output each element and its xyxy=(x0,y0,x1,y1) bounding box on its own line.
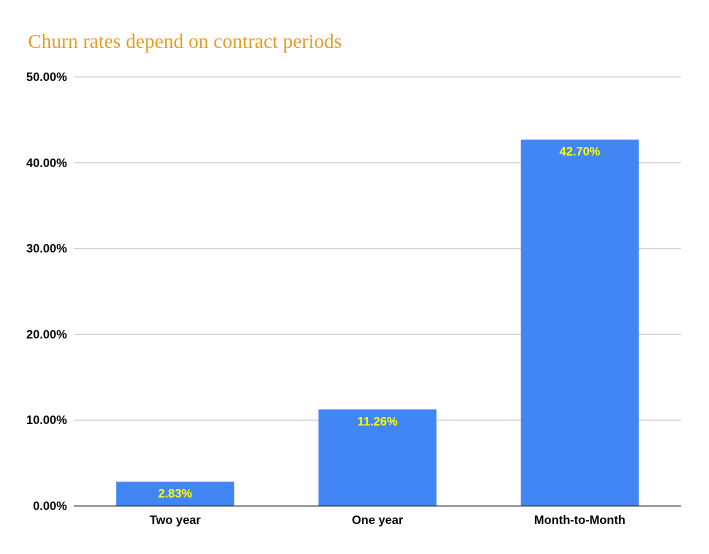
x-axis-category-labels: Two year One year Month-to-Month xyxy=(150,513,626,527)
y-tick-label: 0.00% xyxy=(33,499,67,513)
y-tick-label: 50.00% xyxy=(26,70,67,84)
y-tick-label: 10.00% xyxy=(26,413,67,427)
data-label: 2.83% xyxy=(158,487,192,501)
data-label: 11.26% xyxy=(357,414,397,428)
bar xyxy=(520,139,639,506)
x-category-label: Month-to-Month xyxy=(534,513,625,527)
data-labels: 2.83% 11.26% 42.70% xyxy=(158,145,600,501)
y-tick-label: 40.00% xyxy=(26,156,67,170)
bar xyxy=(116,481,235,506)
chart-title: Churn rates depend on contract periods xyxy=(28,31,342,53)
bars xyxy=(116,139,639,506)
bar xyxy=(318,409,437,506)
y-axis-tick-labels: 0.00% 10.00% 20.00% 30.00% 40.00% 50.00% xyxy=(26,70,67,513)
x-category-label: One year xyxy=(352,513,404,527)
y-tick-label: 20.00% xyxy=(26,327,67,341)
y-tick-label: 30.00% xyxy=(26,242,67,256)
data-label: 42.70% xyxy=(559,145,600,159)
x-category-label: Two year xyxy=(150,513,201,527)
